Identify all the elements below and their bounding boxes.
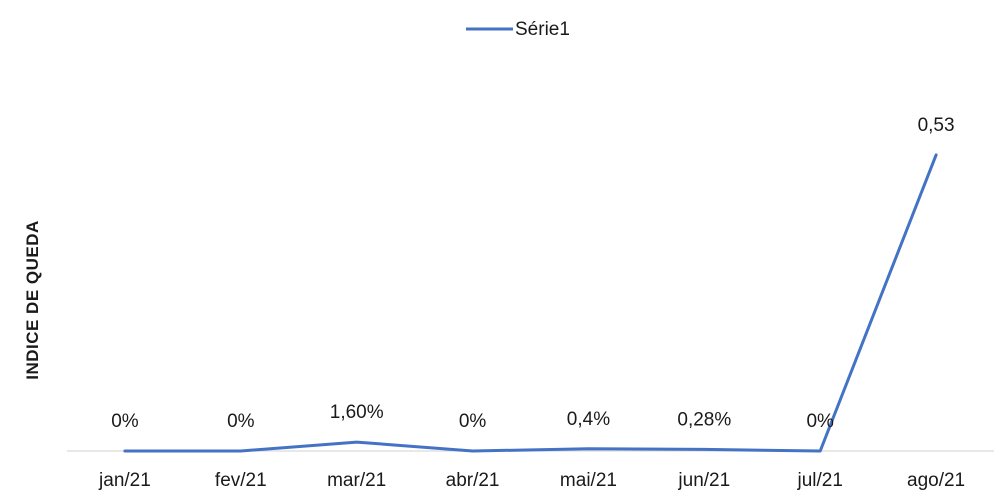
x-tick-label: jun/21 xyxy=(677,470,730,491)
x-tick-label: mar/21 xyxy=(327,470,386,491)
data-label: 1,60% xyxy=(330,402,384,423)
x-tick-label: abr/21 xyxy=(446,470,500,491)
x-tick-label: fev/21 xyxy=(215,470,267,491)
data-label: 0% xyxy=(459,411,487,432)
x-tick-label: ago/21 xyxy=(907,470,965,491)
x-tick-label: jul/21 xyxy=(796,470,842,491)
data-label: 0% xyxy=(227,411,255,432)
series-line-serie1 xyxy=(123,153,938,453)
data-label: 0% xyxy=(806,411,834,432)
data-label: 0,4% xyxy=(567,409,610,430)
legend: Série1 xyxy=(466,19,570,40)
data-label: 0% xyxy=(111,411,139,432)
x-tick-labels: jan/21 fev/21 mar/21 abr/21 mai/21 jun/21 jul/… xyxy=(98,470,965,491)
data-label: 0,53 xyxy=(918,115,955,136)
data-label: 0,28% xyxy=(677,409,731,430)
x-tick-label: jan/21 xyxy=(98,470,151,491)
data-labels: 0% 0% 1,60% 0% 0,4% 0,28% 0% 0,53 xyxy=(111,115,954,432)
y-axis-title: INDICE DE QUEDA xyxy=(23,220,42,380)
series-layer xyxy=(123,153,938,453)
x-tick-label: mai/21 xyxy=(560,470,617,491)
legend-label-serie1: Série1 xyxy=(515,19,570,40)
